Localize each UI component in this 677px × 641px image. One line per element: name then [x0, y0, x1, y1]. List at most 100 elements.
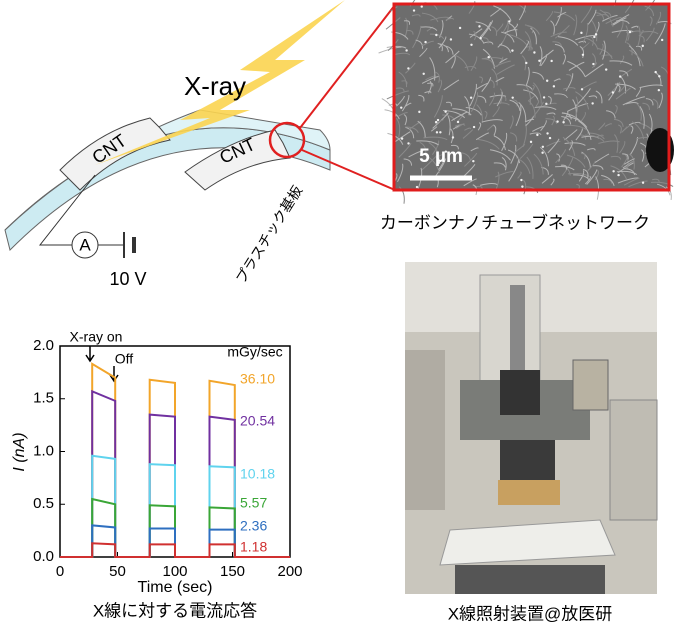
nanotube: [398, 143, 412, 158]
nanotube: [657, 21, 672, 25]
nanotube: [437, 79, 443, 93]
nanotube: [524, 24, 540, 35]
nanotube-bundle: [542, 96, 546, 99]
nanotube: [545, 118, 558, 125]
nanotube: [444, 45, 454, 55]
nanotube: [479, 76, 483, 84]
nanotube-bundle: [439, 131, 442, 134]
nanotube: [493, 135, 506, 151]
nanotube: [611, 14, 630, 26]
nanotube: [579, 134, 587, 140]
nanotube: [462, 129, 474, 139]
nanotube: [495, 77, 505, 83]
nanotube: [526, 39, 531, 52]
nanotube: [655, 11, 662, 25]
nanotube: [408, 120, 421, 130]
nanotube: [616, 170, 638, 176]
cnt-pad: [184, 129, 291, 191]
nanotube: [594, 153, 610, 164]
y-tick-label: 1.5: [33, 390, 54, 407]
nanotube: [624, 160, 635, 169]
nanotube: [404, 17, 408, 38]
nanotube-bundle: [521, 185, 524, 188]
nanotube: [401, 95, 410, 112]
nanotube: [587, 160, 596, 172]
x-axis-label: Time (sec): [138, 579, 213, 596]
nanotube-bundle: [449, 38, 453, 41]
nanotube: [386, 90, 409, 100]
nanotube-bundle: [657, 88, 661, 92]
nanotube: [623, 158, 635, 165]
nanotube-bundle: [545, 79, 549, 82]
nanotube: [501, 31, 515, 43]
nanotube: [464, 96, 470, 116]
nanotube: [550, 178, 555, 186]
nanotube: [648, 113, 653, 135]
nanotube: [486, 124, 494, 131]
nanotube-bundle: [422, 72, 425, 76]
nanotube-bundle: [405, 49, 408, 52]
nanotube: [428, 142, 441, 160]
nanotube: [423, 136, 448, 141]
nanotube: [580, 6, 592, 24]
nanotube: [580, 111, 586, 123]
nanotube: [432, 140, 440, 155]
nanotube: [491, 68, 498, 86]
nanotube: [540, 120, 547, 132]
nanotube: [473, 31, 477, 41]
nanotube: [456, 123, 465, 129]
nanotube: [523, 179, 527, 195]
nanotube-bundle: [552, 85, 556, 88]
nanotube: [398, 112, 408, 117]
nanotube: [521, 55, 527, 71]
nanotube: [618, 124, 622, 134]
nanotube: [535, 99, 540, 107]
nanotube: [615, 83, 636, 90]
nanotube: [390, 6, 398, 12]
nanotube: [529, 101, 544, 121]
nanotube: [603, 11, 612, 19]
series-line: [60, 524, 290, 558]
nanotube: [598, 122, 606, 131]
nanotube: [404, 102, 412, 107]
y-tick-label: 0.0: [33, 548, 54, 565]
chart-caption: X線に対する電流応答: [93, 600, 257, 620]
nanotube: [596, 14, 610, 18]
series-line: [60, 389, 290, 558]
nanotube: [554, 24, 570, 39]
nanotube: [427, 82, 434, 87]
nanotube: [405, 126, 415, 139]
nanotube-bundle: [592, 62, 595, 66]
nanotube: [628, 180, 648, 188]
nanotube: [469, 83, 477, 107]
nanotube: [501, 156, 507, 171]
nanotube-bundle: [479, 37, 482, 40]
nanotube: [629, 153, 635, 170]
nanotube: [614, 104, 618, 114]
annotation-arrow: [85, 346, 95, 363]
nanotube: [408, 149, 425, 158]
nanotube: [612, 17, 627, 26]
nanotube: [482, 57, 504, 60]
nanotube-bundle: [487, 56, 490, 59]
nanotube: [386, 45, 407, 49]
nanotube: [556, 153, 561, 162]
cnt-pad: [59, 117, 171, 191]
nanotube-bundle: [580, 31, 583, 35]
nanotube: [403, 20, 411, 25]
nanotube-bundle: [520, 178, 523, 182]
nanotube: [397, 163, 404, 183]
nanotube-bundle: [581, 53, 585, 56]
nanotube: [623, 177, 640, 186]
nanotube: [554, 43, 565, 53]
sem-image: 5 µm カーボンナノチューブネットワーク: [378, 0, 674, 232]
nanotube-bundle: [591, 102, 594, 105]
nanotube: [472, 184, 478, 196]
nanotube: [425, 154, 440, 174]
nanotube: [470, 147, 479, 152]
nanotube: [604, 123, 612, 127]
nanotube: [575, 91, 590, 110]
nanotube: [403, 158, 413, 166]
nanotube-bundle: [478, 25, 481, 28]
series-line: [60, 362, 290, 558]
